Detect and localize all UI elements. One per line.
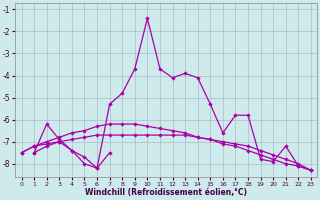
X-axis label: Windchill (Refroidissement éolien,°C): Windchill (Refroidissement éolien,°C) xyxy=(85,188,247,197)
